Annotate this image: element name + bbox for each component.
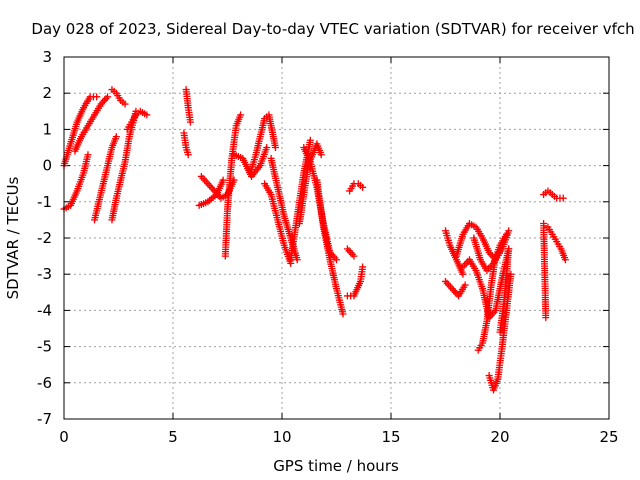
series-arc-6 [108, 86, 129, 108]
data-point [503, 230, 511, 238]
series-arc-11 [195, 176, 227, 209]
y-tick-label: -4 [37, 301, 52, 319]
data-point [492, 252, 500, 260]
x-tick-label: 20 [490, 428, 509, 446]
data-point [93, 93, 101, 101]
data-point [293, 256, 301, 264]
y-tick-label: -7 [37, 410, 52, 428]
data-point [186, 118, 194, 126]
y-tick-label: 1 [42, 120, 52, 138]
data-point [104, 93, 112, 101]
series-arc-9 [180, 129, 192, 159]
data-points [60, 86, 569, 394]
data-point [112, 133, 120, 141]
y-tick-label: 3 [42, 48, 52, 66]
data-point [333, 256, 340, 264]
series-arc-32 [540, 187, 567, 202]
data-point [339, 310, 347, 318]
series-arc-1 [60, 93, 101, 170]
series-arc-23 [346, 180, 367, 195]
series-arc-12 [221, 111, 245, 260]
data-point [271, 144, 279, 151]
data-point [459, 270, 467, 278]
data-point [505, 227, 513, 235]
series-arc-14 [247, 111, 279, 173]
data-point [317, 151, 325, 159]
series-arc-4 [91, 133, 120, 224]
series-arc-7 [123, 107, 151, 133]
data-point [263, 144, 271, 151]
data-point [219, 176, 227, 184]
chart-title: Day 028 of 2023, Sidereal Day-to-day VTE… [31, 20, 634, 38]
series-arc-22 [343, 263, 367, 300]
series-arc-31 [496, 245, 513, 336]
y-tick-label: -2 [37, 229, 52, 247]
data-point [143, 111, 151, 119]
data-point [505, 245, 513, 253]
data-point [359, 263, 367, 271]
y-tick-label: 0 [42, 157, 52, 175]
x-tick-label: 0 [59, 428, 69, 446]
data-point [359, 183, 367, 191]
series-arc-26 [452, 220, 513, 264]
data-point [542, 314, 550, 322]
y-tick-label: -5 [37, 338, 52, 356]
x-tick-label: 25 [599, 428, 618, 446]
data-point [184, 151, 192, 159]
plot-frame [63, 56, 610, 420]
data-point [350, 252, 358, 260]
x-tick-label: 10 [272, 428, 291, 446]
series-arc-20 [313, 176, 347, 318]
data-point [84, 151, 92, 159]
series-arc-21 [343, 245, 358, 260]
series-arc-34 [540, 220, 550, 322]
series-arc-3 [71, 93, 112, 155]
data-point [559, 194, 567, 202]
data-point [306, 136, 314, 144]
data-point [237, 111, 245, 119]
series-arc-30 [485, 270, 515, 394]
data-point [561, 256, 569, 264]
y-tick-label: 2 [42, 84, 52, 102]
series-arc-8 [182, 86, 194, 126]
y-tick-label: -1 [37, 193, 52, 211]
x-tick-label: 5 [168, 428, 178, 446]
y-tick-label: -6 [37, 374, 52, 392]
series-arc-2 [60, 151, 92, 213]
series-arc-29 [474, 252, 500, 354]
data-point [507, 270, 515, 278]
data-point [121, 100, 129, 108]
x-tick-label: 15 [381, 428, 400, 446]
series-arc-33 [544, 223, 569, 264]
y-tick-label: -3 [37, 265, 52, 283]
data-point [461, 281, 469, 289]
series-arc-25 [442, 277, 469, 300]
y-axis-label: SDTVAR / TECUs [4, 176, 22, 299]
x-axis-label: GPS time / hours [273, 457, 399, 475]
